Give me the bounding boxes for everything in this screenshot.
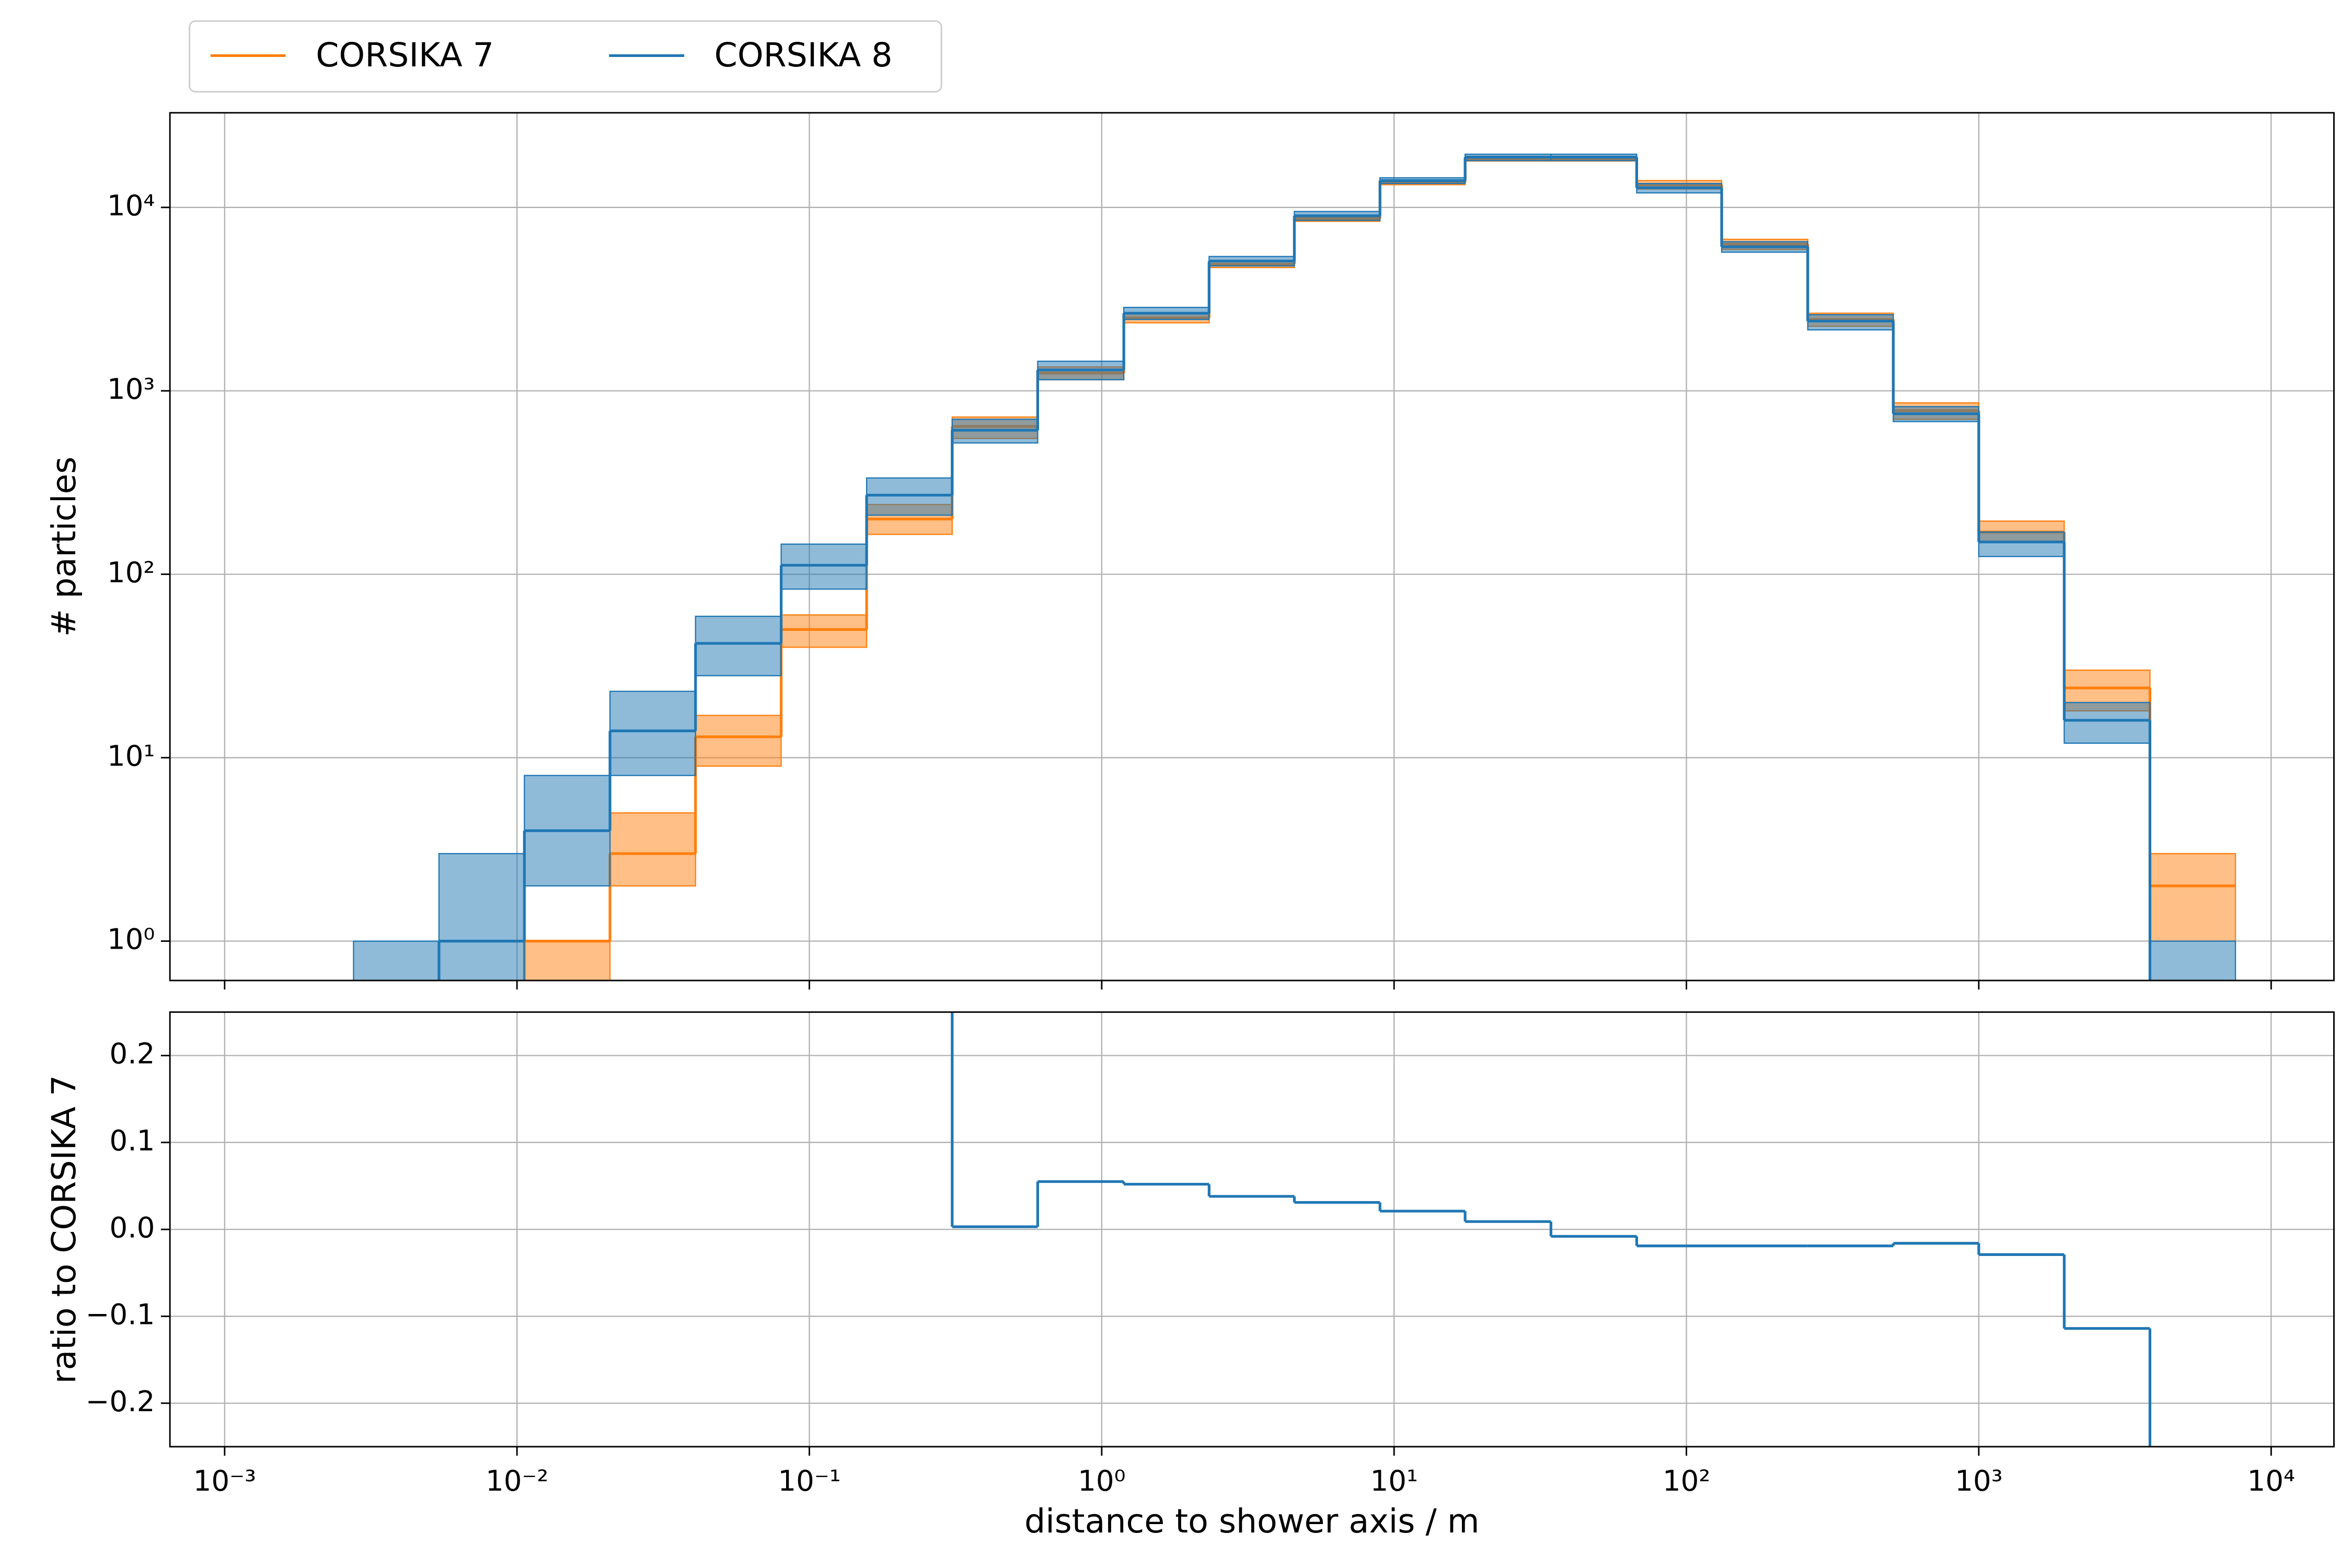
- error-band: [609, 690, 696, 776]
- error-band: [780, 614, 868, 648]
- x-tick-label: 10⁻³: [193, 1464, 256, 1497]
- x-tick-label: 10²: [1663, 1464, 1710, 1497]
- legend-label: CORSIKA 7: [316, 36, 494, 74]
- y-tick-label: 10³: [107, 372, 155, 406]
- error-band: [1978, 531, 2065, 557]
- y-tick-label: 10⁰: [107, 923, 155, 956]
- error-band: [2149, 853, 2236, 942]
- x-tick-label: 10⁻²: [486, 1464, 548, 1497]
- error-band: [524, 940, 611, 981]
- y-axis-label: ratio to CORSIKA 7: [44, 1075, 83, 1384]
- y-tick-label: 10²: [107, 556, 155, 589]
- legend-label: CORSIKA 8: [714, 36, 893, 74]
- legend-box: [189, 20, 942, 93]
- error-band: [353, 940, 440, 981]
- x-tick-label: 10³: [1955, 1464, 2002, 1497]
- y-tick-label: 10⁴: [107, 189, 155, 222]
- y-tick-label: −0.2: [86, 1385, 155, 1418]
- y-axis-label: # particles: [44, 456, 83, 637]
- x-axis-label: distance to shower axis / m: [1024, 1502, 1480, 1540]
- grid: [170, 1012, 2334, 1447]
- y-tick-label: 0.1: [109, 1124, 155, 1157]
- x-tick-label: 10⁴: [2247, 1464, 2295, 1497]
- y-tick-label: 0.0: [109, 1210, 155, 1244]
- error-band: [780, 543, 868, 590]
- error-band: [866, 477, 953, 516]
- axes-frame: [169, 1011, 2335, 1448]
- x-tick-label: 10⁻¹: [778, 1464, 840, 1497]
- y-tick-label: 10¹: [107, 739, 155, 773]
- plot-area: [353, 153, 2236, 981]
- error-band: [438, 853, 525, 981]
- plot-area: [951, 1012, 2152, 1447]
- x-tick-label: 10⁰: [1078, 1464, 1125, 1497]
- y-tick-label: −0.1: [86, 1298, 155, 1331]
- axes-frame: [169, 112, 2335, 982]
- error-band: [2063, 701, 2151, 744]
- error-band: [2149, 940, 2236, 981]
- x-tick-label: 10¹: [1370, 1464, 1417, 1497]
- y-tick-label: 0.2: [109, 1037, 155, 1070]
- error-band: [609, 812, 696, 887]
- error-band: [695, 714, 782, 767]
- error-band: [695, 615, 782, 676]
